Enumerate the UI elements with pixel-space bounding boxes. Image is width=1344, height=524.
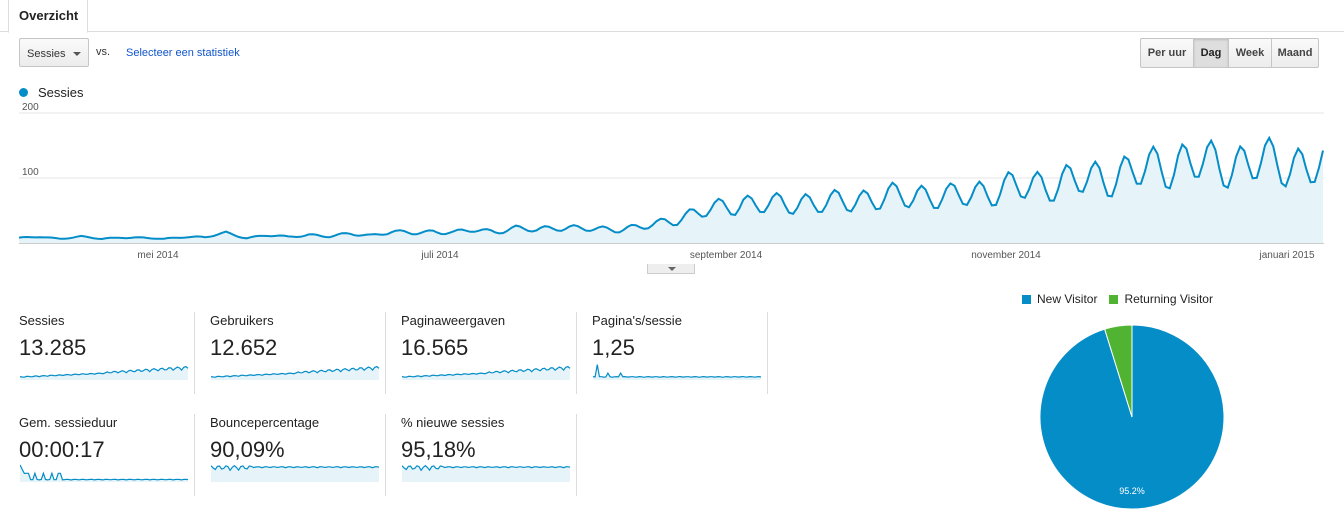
legend-dot-icon (19, 88, 28, 97)
x-tick-label: september 2014 (690, 250, 763, 261)
chart-area-fill (19, 137, 1323, 243)
tile-value: 1,25 (592, 335, 635, 360)
x-tick-label: juli 2014 (420, 250, 459, 261)
granularity-week-button[interactable]: Week (1228, 38, 1272, 68)
sparkline-fill (402, 465, 570, 482)
chevron-down-icon (668, 267, 676, 271)
tile-value: 16.565 (401, 335, 469, 360)
legend-label: Sessies (38, 85, 84, 100)
pie-legend-label: New Visitor (1037, 292, 1098, 306)
x-tick-label: mei 2014 (137, 250, 179, 261)
tile-sparkline (402, 464, 571, 482)
metric-tile-new-sessions[interactable]: % nieuwe sessies 95,18% (401, 414, 577, 496)
metric-tile-pages-per-session[interactable]: Pagina's/sessie 1,25 (592, 312, 768, 394)
sparkline-line (211, 365, 380, 378)
metric-select-value: Sessies (27, 48, 66, 60)
sparkline-line (593, 364, 762, 378)
tab-overview[interactable]: Overzicht (8, 0, 88, 33)
granularity-month-button[interactable]: Maand (1271, 38, 1319, 68)
legend-square-icon (1022, 294, 1031, 304)
vs-label: vs. (96, 46, 111, 58)
legend-square-icon (1109, 294, 1119, 304)
tile-value: 90,09% (210, 437, 285, 462)
tile-sparkline (211, 464, 380, 482)
sparkline-fill (20, 464, 188, 482)
pie-slice-returning-visitor[interactable] (1104, 324, 1133, 418)
sparkline-line (402, 365, 571, 378)
sparkline-line (211, 464, 380, 472)
tile-label: Gem. sessieduur (19, 415, 118, 430)
tile-label: % nieuwe sessies (401, 415, 505, 430)
pie-legend: New Visitor Returning Visitor (1022, 292, 1225, 306)
granularity-toggle: Per uur Dag Week Maand (1140, 38, 1319, 68)
tab-bar: Overzicht (0, 0, 1344, 33)
tile-sparkline (20, 365, 189, 380)
sparkline-line (20, 365, 189, 378)
tile-sparkline (402, 365, 571, 380)
tile-value: 12.652 (210, 335, 278, 360)
tile-value: 95,18% (401, 437, 476, 462)
sparkline-line (402, 464, 571, 472)
sessions-series-line (18, 135, 1324, 241)
x-tick-label: november 2014 (971, 250, 1041, 261)
metric-tile-sessions[interactable]: Sessies 13.285 (19, 312, 195, 394)
metric-tile-pageviews[interactable]: Paginaweergaven 16.565 (401, 312, 577, 394)
metric-tile-avg-session-duration[interactable]: Gem. sessieduur 00:00:17 (19, 414, 195, 496)
tile-value: 00:00:17 (19, 437, 105, 462)
y-tick-label: 200 (22, 102, 39, 113)
tile-sparkline (211, 365, 380, 380)
pie-legend-label: Returning Visitor (1124, 292, 1213, 306)
pie-slice-label: 95.2% (1119, 486, 1145, 496)
sessions-line-chart[interactable]: 200 100 mei 2014 juli 2014 september 2014 nov… (0, 100, 1344, 265)
metric-tile-bounce-rate[interactable]: Bouncepercentage 90,09% (210, 414, 386, 496)
y-tick-label: 100 (22, 167, 39, 178)
tile-label: Paginaweergaven (401, 313, 506, 328)
tile-label: Gebruikers (210, 313, 274, 328)
tile-label: Sessies (19, 313, 65, 328)
tile-value: 13.285 (19, 335, 87, 360)
sparkline-fill (211, 465, 379, 482)
select-stat-link[interactable]: Selecteer een statistiek (126, 47, 240, 59)
metric-tile-users[interactable]: Gebruikers 12.652 (210, 312, 386, 394)
tile-label: Pagina's/sessie (592, 313, 682, 328)
sparkline-fill (593, 364, 761, 380)
tile-sparkline (593, 364, 762, 380)
metric-select[interactable]: Sessies (19, 38, 89, 67)
tile-sparkline (20, 464, 189, 482)
collapse-chart-button[interactable] (647, 264, 695, 274)
pie-legend-item-returning[interactable]: Returning Visitor (1109, 292, 1213, 306)
pie-legend-item-new[interactable]: New Visitor (1022, 292, 1097, 306)
x-tick-label: januari 2015 (1258, 250, 1314, 261)
granularity-hour-button[interactable]: Per uur (1140, 38, 1194, 68)
chart-legend[interactable]: Sessies (19, 85, 84, 100)
sparkline-line (20, 464, 189, 481)
tile-label: Bouncepercentage (210, 415, 320, 430)
visitor-pie-chart[interactable]: 95.2% (1037, 322, 1227, 512)
granularity-day-button[interactable]: Dag (1193, 38, 1229, 68)
chevron-down-icon (73, 52, 81, 56)
